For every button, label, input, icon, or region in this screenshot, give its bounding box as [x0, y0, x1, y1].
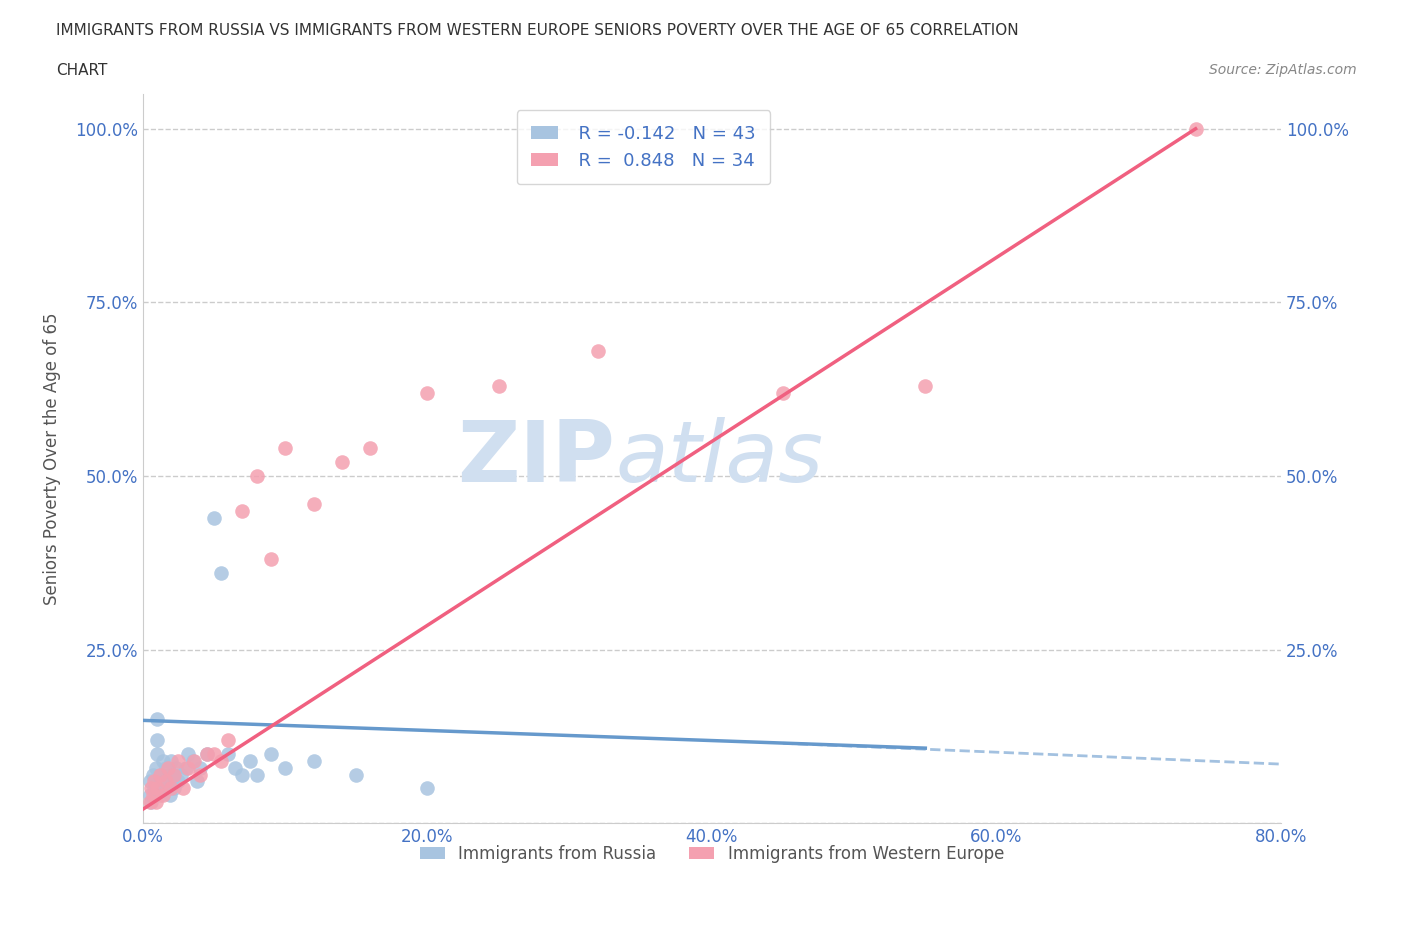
Point: [157, 767, 180, 782]
Point: [142, 788, 165, 803]
Point: [142, 767, 165, 782]
Point: [160, 774, 183, 789]
Point: [167, 774, 190, 789]
Point: [165, 760, 187, 775]
Point: [344, 767, 367, 782]
Point: [152, 788, 174, 803]
Point: [146, 774, 169, 789]
Point: [239, 753, 262, 768]
Point: [150, 767, 173, 782]
Point: [181, 753, 204, 768]
Point: [209, 565, 232, 580]
Legend: Immigrants from Russia, Immigrants from Western Europe: Immigrants from Russia, Immigrants from …: [413, 838, 1011, 870]
Point: [139, 795, 162, 810]
Text: Source: ZipAtlas.com: Source: ZipAtlas.com: [1209, 63, 1357, 77]
Point: [217, 732, 239, 747]
Point: [246, 469, 269, 484]
Point: [163, 781, 186, 796]
Text: IMMIGRANTS FROM RUSSIA VS IMMIGRANTS FROM WESTERN EUROPE SENIORS POVERTY OVER TH: IMMIGRANTS FROM RUSSIA VS IMMIGRANTS FRO…: [56, 23, 1019, 38]
Point: [149, 767, 172, 782]
Point: [139, 788, 162, 803]
Point: [302, 497, 325, 512]
Point: [231, 767, 253, 782]
Point: [274, 441, 297, 456]
Point: [209, 753, 232, 768]
Point: [156, 781, 179, 796]
Point: [155, 774, 177, 789]
Point: [177, 760, 200, 775]
Point: [174, 760, 197, 775]
Point: [141, 781, 163, 796]
Point: [146, 746, 169, 761]
Point: [153, 774, 176, 789]
Point: [177, 746, 200, 761]
Point: [183, 753, 205, 768]
Point: [217, 746, 239, 761]
Point: [146, 732, 169, 747]
Point: [163, 767, 186, 782]
Point: [586, 343, 609, 358]
Point: [246, 767, 269, 782]
Point: [302, 753, 325, 768]
Point: [914, 379, 936, 393]
Point: [188, 760, 211, 775]
Point: [152, 753, 174, 768]
Point: [141, 795, 163, 810]
Point: [274, 760, 297, 775]
Point: [160, 781, 183, 796]
Point: [186, 774, 208, 789]
Point: [160, 753, 183, 768]
Point: [167, 753, 190, 768]
Point: [330, 455, 353, 470]
Text: ZIP: ZIP: [457, 417, 616, 500]
Y-axis label: Seniors Poverty Over the Age of 65: Seniors Poverty Over the Age of 65: [44, 312, 60, 604]
Point: [416, 781, 439, 796]
Point: [172, 781, 194, 796]
Point: [139, 774, 162, 789]
Point: [188, 767, 211, 782]
Point: [224, 760, 246, 775]
Point: [159, 788, 181, 803]
Text: atlas: atlas: [616, 417, 823, 500]
Point: [416, 385, 439, 400]
Point: [195, 746, 218, 761]
Point: [145, 760, 167, 775]
Text: CHART: CHART: [56, 63, 108, 78]
Point: [157, 760, 180, 775]
Point: [195, 746, 218, 761]
Point: [145, 795, 167, 810]
Point: [1184, 121, 1206, 136]
Point: [170, 767, 193, 782]
Point: [260, 551, 283, 566]
Point: [143, 781, 166, 796]
Point: [231, 503, 253, 518]
Point: [772, 385, 794, 400]
Point: [146, 711, 169, 726]
Point: [202, 511, 225, 525]
Point: [146, 781, 169, 796]
Point: [149, 788, 172, 803]
Point: [162, 767, 184, 782]
Point: [260, 746, 283, 761]
Point: [143, 774, 166, 789]
Point: [488, 379, 510, 393]
Point: [155, 760, 177, 775]
Point: [360, 441, 382, 456]
Point: [202, 746, 225, 761]
